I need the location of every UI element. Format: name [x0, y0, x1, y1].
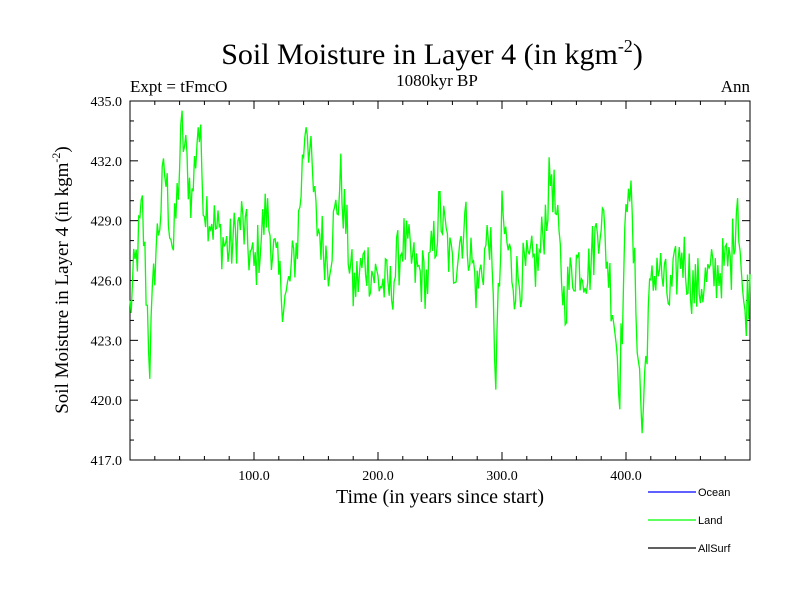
plot-frame: [129, 100, 751, 461]
chart-title: Soil Moisture in Layer 4 (in kgm-2): [221, 36, 643, 71]
season-label: Ann: [721, 77, 751, 96]
y-tick-label: 417.0: [91, 454, 123, 469]
y-tick-label: 435.0: [91, 95, 123, 110]
y-axis-label: Soil Moisture in Layer 4 (in kgm-2): [49, 146, 73, 414]
legend-label-ocean: Ocean: [698, 487, 730, 499]
y-tick-label: 429.0: [91, 215, 123, 230]
y-tick-label: 432.0: [91, 155, 123, 170]
x-tick-label: 300.0: [486, 469, 518, 484]
series-line-land: [129, 110, 751, 434]
y-tick-label: 423.0: [91, 334, 123, 349]
legend: Ocean Land AllSurf: [648, 487, 731, 555]
experiment-label: Expt = tFmcO: [130, 77, 227, 96]
chart-subtitle: 1080kyr BP: [396, 71, 478, 90]
y-tick-label: 420.0: [91, 394, 123, 409]
x-tick-label: 400.0: [610, 469, 642, 484]
series-layer: [129, 110, 751, 434]
y-tick-label: 426.0: [91, 275, 123, 290]
x-tick-label: 200.0: [362, 469, 394, 484]
legend-label-land: Land: [698, 515, 722, 527]
axis-ticks: 417.0 420.0 423.0 426.0 429.0 432.0 435.0 100.0…: [91, 95, 750, 484]
x-tick-label: 100.0: [238, 469, 270, 484]
x-axis-label: Time (in years since start): [336, 486, 544, 508]
legend-label-allsurf: AllSurf: [698, 543, 731, 555]
